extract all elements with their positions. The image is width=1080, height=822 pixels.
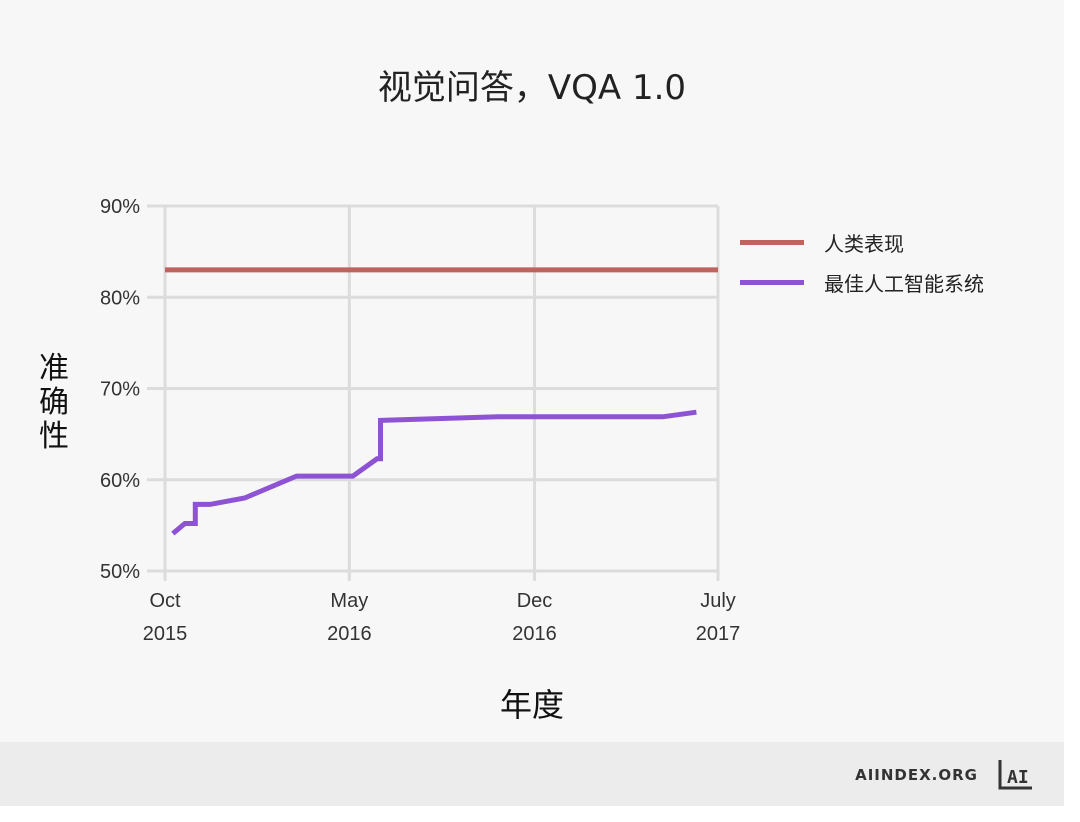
ai-index-logo-icon: AI xyxy=(998,760,1032,790)
y-tick-label: 70% xyxy=(100,379,140,401)
y-axis-label-char: 准 xyxy=(39,351,69,386)
x-tick-label-year: 2015 xyxy=(143,623,188,645)
x-tick-label-year: 2016 xyxy=(512,623,557,645)
legend-item-best-ai: 最佳人工智能系统 xyxy=(740,262,984,302)
logo-text: AI xyxy=(1007,767,1029,788)
chart-title: 视觉问答，VQA 1.0 xyxy=(377,68,687,108)
legend-item-human: 人类表现 xyxy=(740,222,984,262)
y-axis-label-char: 性 xyxy=(39,419,69,454)
legend-label-best-ai: 最佳人工智能系统 xyxy=(824,271,984,296)
x-tick-label: July xyxy=(700,590,736,612)
chart-plot: 90% 80% 70% 60% 50% Oct 2015 May 2016 Dec 2016 July… xyxy=(100,196,741,645)
x-axis-label: 年度 xyxy=(499,686,564,724)
y-tick-label: 50% xyxy=(100,561,140,583)
x-tick-label-year: 2017 xyxy=(696,623,741,645)
legend-label-human: 人类表现 xyxy=(824,231,904,256)
footer-brand[interactable]: AIINDEX.ORG xyxy=(855,766,978,784)
footer: AIINDEX.ORG AI xyxy=(0,742,1064,806)
x-tick-label: May xyxy=(330,590,368,612)
legend-swatch-best-ai xyxy=(740,279,804,285)
y-tick-label: 90% xyxy=(100,196,140,218)
series-line-best-ai xyxy=(171,409,697,536)
chart-card xyxy=(0,0,1064,742)
legend-swatch-human xyxy=(740,239,804,245)
x-tick-label: Oct xyxy=(149,590,181,612)
y-tick-label: 60% xyxy=(100,470,140,492)
y-axis-label-char: 确 xyxy=(39,385,69,420)
x-tick-label-year: 2016 xyxy=(327,623,372,645)
y-tick-label: 80% xyxy=(100,287,140,309)
y-axis-label: 准确性 xyxy=(34,352,74,454)
x-tick-label: Dec xyxy=(517,590,553,612)
legend: 人类表现 最佳人工智能系统 xyxy=(740,222,984,302)
